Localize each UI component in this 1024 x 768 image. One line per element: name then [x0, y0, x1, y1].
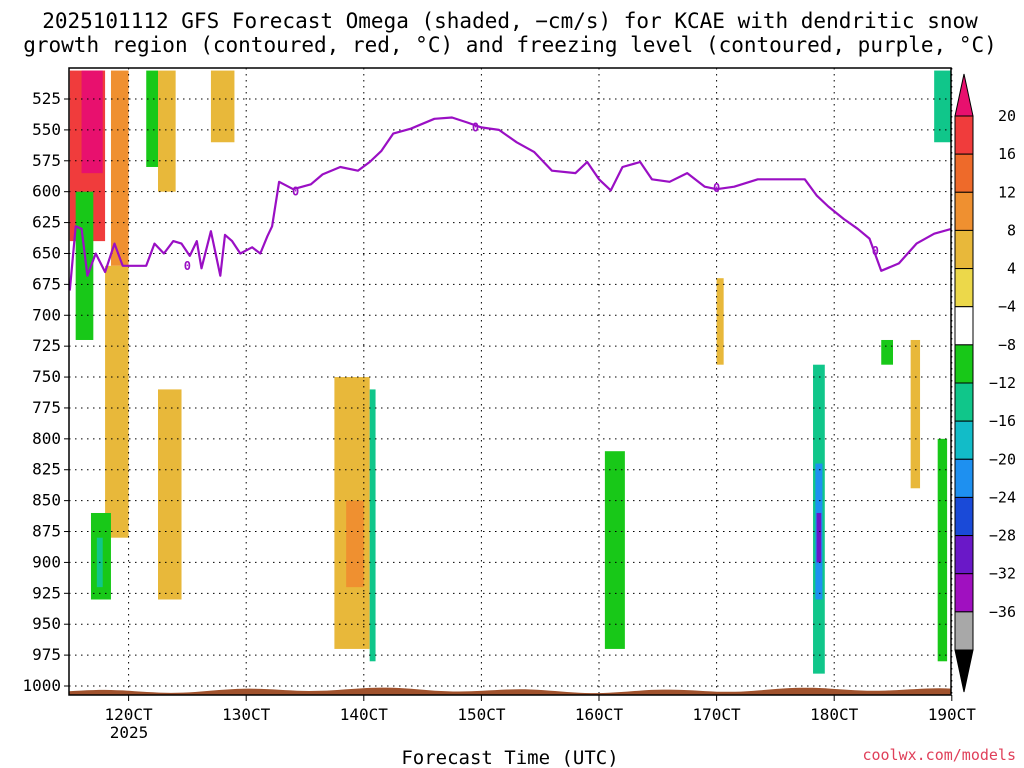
terrain-area [69, 687, 951, 695]
omega-region-3 [105, 265, 129, 538]
omega-region-10 [158, 389, 182, 600]
colorbar-label-10: −24 [989, 488, 1016, 506]
x-tick-label-5: 170CT [693, 705, 742, 724]
omega-region-24 [934, 70, 951, 143]
omega-region-8 [158, 70, 176, 192]
y-tick-label-650: 650 [32, 243, 61, 262]
colorbar-label-0: 20 [998, 107, 1016, 125]
omega-region-16 [716, 278, 724, 365]
colorbar-swatch-11 [954, 535, 974, 575]
contour-label-0: 0 [184, 259, 191, 273]
omega-region-21 [881, 80, 889, 217]
y-tick-label-550: 550 [32, 120, 61, 139]
colorbar-label-1: 16 [998, 145, 1016, 163]
y-tick-label-600: 600 [32, 182, 61, 201]
colorbar-swatch-12 [954, 573, 974, 613]
colorbar-label-13: −36 [989, 603, 1016, 621]
colorbar: 20 16 12 8 4 −4 −8 −12 −16 −20 −24 −28 −32 −36 [954, 73, 1016, 693]
credit-text: coolwx.com/models [862, 746, 1016, 764]
colorbar-swatch-4 [954, 268, 974, 308]
omega-region-25 [937, 438, 948, 662]
y-tick-label-675: 675 [32, 274, 61, 293]
colorbar-swatch-2 [954, 191, 974, 231]
x-axis-ticks: 120CT 130CT 140CT 150CT 160CT 170CT 180CT 190CT [105, 695, 977, 724]
omega-region-22 [881, 339, 893, 365]
y-tick-label-700: 700 [32, 305, 61, 324]
colorbar-bottom-arrow [954, 649, 974, 693]
colorbar-label-12: −32 [989, 565, 1016, 583]
colorbar-top-arrow [954, 73, 974, 117]
omega-region-14 [369, 389, 376, 662]
colorbar-label-11: −28 [989, 527, 1016, 545]
colorbar-swatch-6 [954, 344, 974, 384]
terrain-fill [69, 687, 951, 695]
x-tick-label-7: 190CT [928, 705, 977, 724]
omega-region-11 [210, 70, 235, 143]
freezing-level-contour: 0 0 0 0 0 [69, 116, 951, 291]
omega-region-2 [110, 70, 129, 266]
y-tick-label-850: 850 [32, 491, 61, 510]
plot-frame [68, 67, 952, 696]
contour-label-1: 0 [292, 185, 299, 199]
y-tick-label-775: 775 [32, 398, 61, 417]
x-axis-label: Forecast Time (UTC) [401, 747, 618, 768]
x-tick-label-4: 160CT [575, 705, 624, 724]
colorbar-label-2: 12 [998, 183, 1016, 201]
freezing-level-line [69, 116, 951, 291]
colorbar-swatch-5 [954, 306, 974, 346]
x-tick-label-2: 140CT [340, 705, 389, 724]
omega-region-7 [146, 70, 158, 167]
y-tick-label-1000: 1000 [22, 676, 61, 695]
colorbar-swatch-7 [954, 382, 974, 422]
omega-region-19 [816, 512, 822, 563]
contour-label-4: 0 [872, 244, 879, 258]
colorbar-label-6: −8 [998, 336, 1016, 354]
omega-region-23 [910, 339, 921, 489]
y-tick-label-825: 825 [32, 460, 61, 479]
y-tick-label-975: 975 [32, 645, 61, 664]
y-axis-ticks: 525 550 575 600 625 650 675 700 725 750 775 800 825 8… [22, 89, 69, 695]
omega-region-1 [81, 70, 103, 174]
contour-label-2: 0 [472, 120, 479, 134]
chart-title-line-1: 2025101112 GFS Forecast Omega (shaded, −… [42, 9, 978, 33]
x-tick-label-0: 120CT [105, 705, 154, 724]
colorbar-swatch-9 [954, 458, 974, 498]
x-axis-sublabel: 2025 [110, 723, 149, 742]
colorbar-swatch-10 [954, 496, 974, 537]
y-tick-label-900: 900 [32, 552, 61, 571]
colorbar-label-9: −20 [989, 450, 1016, 468]
omega-region-13 [346, 500, 364, 588]
y-tick-label-625: 625 [32, 213, 61, 232]
colorbar-swatch-8 [954, 420, 974, 460]
colorbar-swatch-3 [954, 229, 974, 270]
x-tick-label-6: 180CT [810, 705, 859, 724]
y-tick-label-575: 575 [32, 151, 61, 170]
colorbar-label-8: −16 [989, 412, 1016, 430]
y-tick-label-925: 925 [32, 583, 61, 602]
chart-title-line-2: growth region (contoured, red, °C) and f… [23, 33, 997, 57]
colorbar-swatch-0 [954, 115, 974, 155]
y-tick-label-750: 750 [32, 367, 61, 386]
colorbar-label-3: 8 [1007, 221, 1016, 239]
omega-region-15 [604, 451, 625, 649]
grid-lines [69, 68, 953, 695]
contour-label-3: 0 [713, 181, 720, 195]
colorbar-label-7: −12 [989, 374, 1016, 392]
colorbar-swatch-1 [954, 153, 974, 193]
y-tick-label-950: 950 [32, 614, 61, 633]
y-tick-label-800: 800 [32, 429, 61, 448]
x-tick-label-3: 150CT [457, 705, 506, 724]
colorbar-swatch-13 [954, 611, 974, 651]
colorbar-label-4: 4 [1007, 260, 1016, 278]
y-tick-label-875: 875 [32, 522, 61, 541]
y-tick-label-525: 525 [32, 89, 61, 108]
y-tick-label-725: 725 [32, 336, 61, 355]
plot-area-background [69, 68, 951, 695]
x-tick-label-1: 130CT [222, 705, 271, 724]
colorbar-label-5: −4 [998, 298, 1016, 316]
